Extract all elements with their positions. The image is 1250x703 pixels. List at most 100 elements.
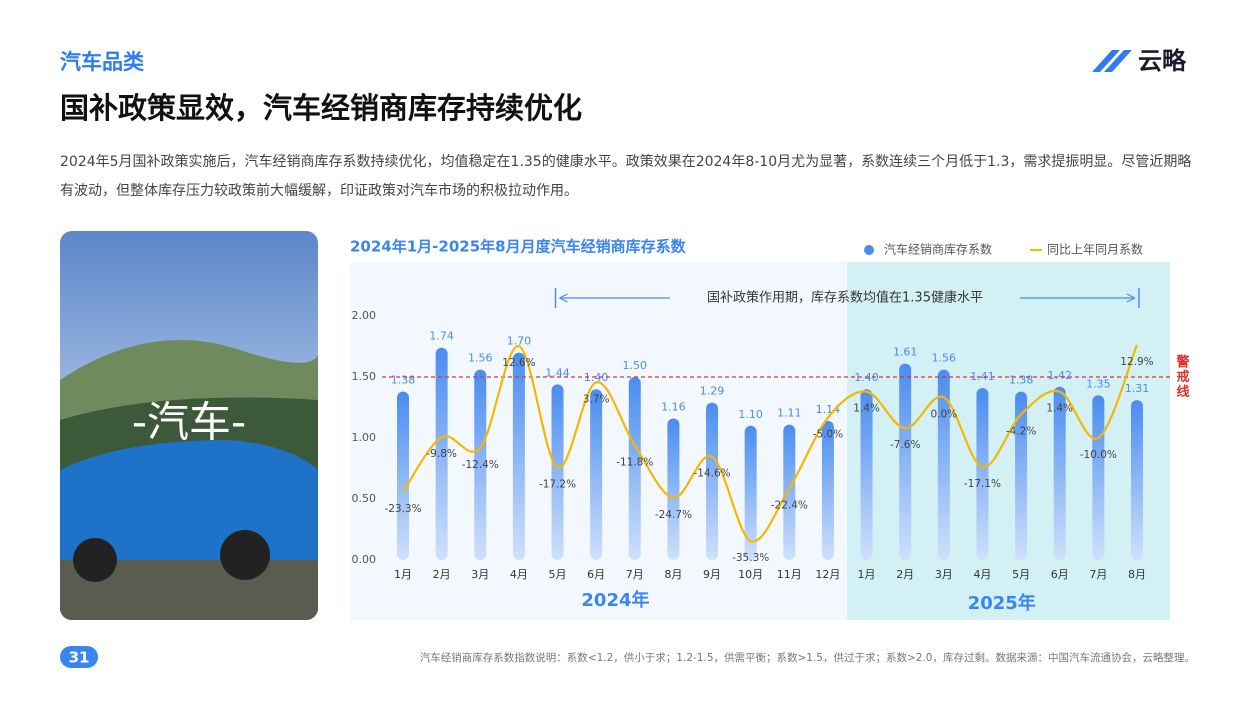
x-tick-label: 6月: [1051, 568, 1069, 581]
y-tick-label: 1.00: [352, 431, 377, 444]
legend-label: 同比上年同月系数: [1047, 242, 1143, 257]
line-label: -10.0%: [1080, 449, 1117, 461]
line-label: -4.2%: [1006, 425, 1036, 437]
line-label: -9.8%: [426, 448, 456, 460]
bar: [1015, 391, 1028, 560]
line-label: -24.7%: [655, 509, 692, 521]
line-label: 12.6%: [502, 357, 535, 369]
bar: [1053, 386, 1066, 560]
page-badge: [60, 646, 98, 668]
x-tick-label: 5月: [1012, 568, 1030, 581]
bar: [783, 424, 796, 560]
bar: [899, 363, 912, 560]
bar: [397, 391, 409, 560]
photo: [60, 231, 318, 620]
y-tick-label: 2.00: [352, 309, 377, 322]
bar: [590, 389, 603, 560]
x-tick-label: 9月: [703, 568, 721, 581]
bar: [706, 402, 719, 560]
y-tick-label: 1.50: [352, 370, 377, 383]
line-label: 1.4%: [853, 403, 880, 415]
bar: [860, 389, 873, 560]
logo: 云略: [1092, 47, 1187, 75]
brand: 云略: [1138, 47, 1187, 75]
bar: [976, 387, 989, 560]
line-label: 12.9%: [1120, 356, 1153, 368]
x-tick-label: 1月: [858, 568, 876, 581]
x-tick-label: 8月: [1128, 568, 1146, 581]
bar-label: 1.31: [1125, 382, 1150, 395]
x-tick-label: 7月: [626, 568, 644, 581]
section: 汽车品类: [60, 50, 145, 74]
bar-label: 1.40: [584, 371, 609, 384]
reference-label: 警戒线: [1176, 354, 1189, 400]
annotation: 国补政策作用期，库存系数均值在1.35健康水平: [707, 290, 983, 306]
title: 国补政策显效，汽车经销商库存持续优化: [60, 91, 582, 125]
bar-label: 1.44: [545, 366, 570, 379]
line-label: 0.0%: [930, 408, 957, 420]
x-tick-label: 10月: [738, 568, 763, 581]
line-label: -14.6%: [693, 468, 730, 480]
bar-label: 1.38: [391, 374, 416, 387]
line-label: -7.6%: [890, 439, 920, 451]
x-tick-label: 11月: [777, 568, 802, 581]
annotation-arrow: [559, 293, 1136, 303]
bar: [937, 369, 950, 560]
x-tick-label: 7月: [1089, 568, 1107, 581]
bar-label: 1.70: [507, 335, 532, 348]
y-tick-label: 0.00: [352, 553, 377, 566]
x-tick-label: 2月: [896, 568, 914, 581]
x-tick-label: 4月: [973, 568, 991, 581]
bar-label: 1.40: [854, 371, 879, 384]
chart-title: 2024年1月-2025年8月月度汽车经销商库存系数: [350, 238, 687, 256]
x-tick-label: 12月: [815, 568, 840, 581]
x-tick-label: 3月: [935, 568, 953, 581]
bar: [667, 418, 680, 560]
image-caption: -汽车-: [132, 398, 246, 447]
bar: [744, 425, 757, 560]
bar-label: 1.10: [738, 408, 763, 421]
footnote: 汽车经销商库存系数指数说明：系数<1.2，供小于求；1.2-1.5，供需平衡；系…: [420, 651, 1195, 664]
page-number: 31: [69, 649, 90, 667]
bar: [1130, 400, 1143, 560]
bar: [628, 377, 641, 560]
x-tick-label: 1月: [394, 568, 412, 581]
bar-label: 1.42: [1047, 369, 1072, 382]
bar: [551, 384, 564, 560]
bar-label: 1.14: [816, 403, 841, 416]
bar-label: 1.74: [429, 330, 454, 343]
bar-label: 1.61: [893, 346, 918, 359]
line-label: 1.4%: [1046, 403, 1073, 415]
bar: [435, 347, 448, 560]
bar-label: 1.11: [777, 407, 802, 420]
description: 2024年5月国补政策实施后，汽车经销商库存系数持续优化，均值稳定在1.35的健…: [60, 154, 1192, 199]
x-tick-label: 8月: [664, 568, 682, 581]
line-label: -35.3%: [732, 552, 769, 564]
x-tick-label: 3月: [471, 568, 489, 581]
bar-label: 1.29: [700, 385, 725, 398]
bar-label: 1.35: [1086, 377, 1111, 390]
line-label: -23.3%: [384, 503, 421, 515]
bar-label: 1.56: [932, 352, 957, 365]
line-label: -17.2%: [539, 478, 576, 490]
bar-label: 1.41: [970, 370, 995, 383]
line-label: -12.4%: [462, 459, 499, 471]
bar: [821, 420, 834, 560]
bar-label: 1.16: [661, 400, 686, 413]
year-label: 2024年: [581, 589, 649, 611]
line-label: 3.7%: [583, 393, 610, 405]
bar: [1092, 395, 1105, 560]
legend-label: 汽车经销商库存系数: [884, 242, 992, 257]
x-tick-label: 2月: [433, 568, 451, 581]
bar: [512, 352, 525, 560]
x-tick-label: 5月: [549, 568, 567, 581]
line-label: -11.8%: [616, 456, 653, 468]
line: [402, 344, 1138, 543]
bar-label: 1.38: [1009, 374, 1034, 387]
bar-label: 1.56: [468, 352, 493, 365]
x-tick-label: 4月: [510, 568, 528, 581]
bar: [474, 369, 487, 560]
bar-label: 1.50: [623, 359, 648, 372]
